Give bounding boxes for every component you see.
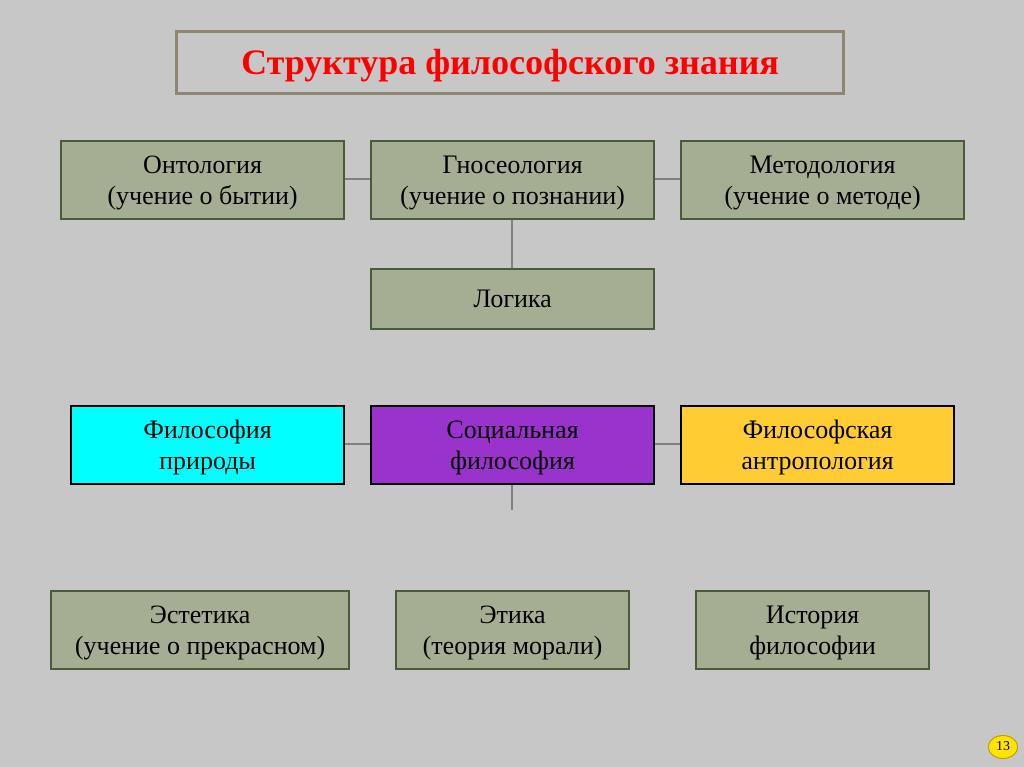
node-nature-line1: Философия [143, 414, 271, 445]
node-ethics-line1: Этика [423, 599, 603, 630]
node-gnoseology-line1: Гносеология [400, 149, 625, 180]
page-number-badge: 13 [988, 735, 1018, 759]
node-ethics: Этика(теория морали) [395, 590, 630, 670]
node-history-line1: История [749, 599, 876, 630]
node-ontology-line1: Онтология [107, 149, 297, 180]
node-nature-line2: природы [143, 445, 271, 476]
node-methodology-line2: (учение о методе) [724, 180, 920, 211]
node-anthropology: Философскаяантропология [680, 405, 955, 485]
diagram-title: Структура философского знания [175, 30, 845, 95]
connector-2 [511, 220, 513, 268]
node-nature: Философияприроды [70, 405, 345, 485]
connector-4 [655, 443, 680, 445]
node-social: Социальнаяфилософия [370, 405, 655, 485]
node-history-line2: философии [749, 630, 876, 661]
node-aesthetics-line1: Эстетика [75, 599, 325, 630]
node-logic: Логика [370, 268, 655, 330]
connector-3 [345, 443, 370, 445]
node-methodology-line1: Методология [724, 149, 920, 180]
node-history: Историяфилософии [695, 590, 930, 670]
node-gnoseology-line2: (учение о познании) [400, 180, 625, 211]
node-ethics-line2: (теория морали) [423, 630, 603, 661]
connector-1 [655, 178, 680, 180]
node-social-line2: философия [446, 445, 578, 476]
diagram-title-text: Структура философского знания [241, 41, 779, 84]
connector-0 [345, 178, 370, 180]
node-methodology: Методология(учение о методе) [680, 140, 965, 220]
node-anthropology-line1: Философская [741, 414, 893, 445]
node-logic-line1: Логика [473, 283, 551, 314]
node-ontology-line2: (учение о бытии) [107, 180, 297, 211]
node-social-line1: Социальная [446, 414, 578, 445]
node-gnoseology: Гносеология(учение о познании) [370, 140, 655, 220]
page-number-text: 13 [996, 739, 1010, 756]
node-aesthetics-line2: (учение о прекрасном) [75, 630, 325, 661]
node-anthropology-line2: антропология [741, 445, 893, 476]
node-aesthetics: Эстетика(учение о прекрасном) [50, 590, 350, 670]
connector-5 [511, 485, 513, 510]
node-ontology: Онтология(учение о бытии) [60, 140, 345, 220]
